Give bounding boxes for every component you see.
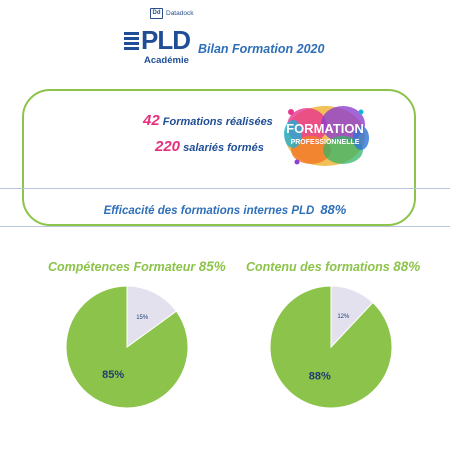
stats-panel [22, 89, 416, 226]
datadock-logo: Dd Datadock [150, 8, 193, 19]
efficacite-label: Efficacité des formations internes PLD [103, 205, 315, 217]
page-title: Bilan Formation 2020 [198, 42, 325, 56]
divider-bottom [0, 226, 450, 227]
chart-title-value: 85% [198, 259, 226, 274]
pie-slice-label: 88% [309, 370, 331, 382]
pld-stripes-icon [124, 32, 139, 50]
pie-slice [126, 285, 178, 348]
formations-label: Formations réalisées [162, 116, 273, 128]
pld-academie-logo: PLD Académie [124, 24, 194, 68]
chart-title-contenu: Contenu des formations 88% [246, 259, 420, 274]
chart-title-text: Contenu des formations [246, 260, 390, 274]
pie-slice [330, 285, 374, 349]
chart-title-text: Compétences Formateur [48, 260, 196, 274]
chart-title-value: 88% [393, 259, 421, 274]
datadock-name: Datadock [166, 10, 194, 17]
formation-professionnelle-image: FORMATION PROFESSIONNELLE [284, 106, 369, 166]
pie-slice-label: 15% [136, 315, 149, 321]
datadock-badge: Dd [150, 8, 163, 19]
salaries-stat: 220 salariés formés [155, 138, 264, 155]
pie-chart-contenu: 88% 12% [269, 285, 393, 409]
pie-chart-competences: 85% 15% [65, 285, 189, 409]
image-line1: FORMATION [286, 121, 364, 136]
image-line2: PROFESSIONNELLE [291, 139, 360, 146]
pie-slice-label: 85% [102, 369, 124, 381]
efficacite-value: 88% [320, 202, 347, 217]
formations-stat: 42 Formations réalisées [143, 112, 273, 129]
salaries-count: 220 [155, 138, 181, 155]
formations-count: 42 [143, 112, 160, 129]
pld-logo-subtitle: Académie [144, 55, 189, 66]
divider-top [0, 188, 450, 189]
efficacite-line: Efficacité des formations internes PLD 88… [0, 202, 450, 217]
pie-slice-label: 12% [337, 314, 350, 320]
chart-title-competences: Compétences Formateur 85% [48, 259, 226, 274]
pld-logo-word: PLD [141, 25, 191, 55]
salaries-label: salariés formés [183, 142, 264, 154]
